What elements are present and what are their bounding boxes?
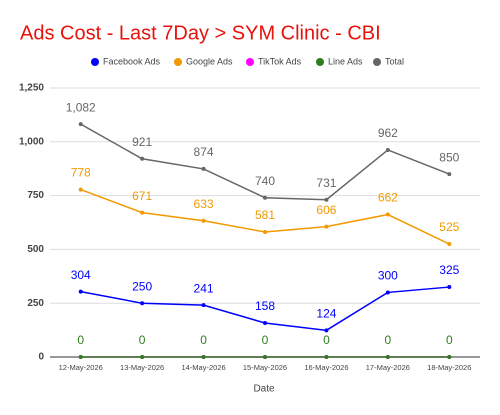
data-point: [324, 224, 329, 229]
data-label: 0: [262, 333, 269, 347]
y-tick-label: 0: [38, 352, 44, 363]
data-point: [447, 172, 452, 177]
data-point: [201, 166, 206, 171]
data-label: 250: [132, 279, 152, 293]
data-point: [201, 218, 206, 223]
data-label: 581: [255, 208, 275, 222]
data-label: 921: [132, 135, 152, 149]
data-label: 740: [255, 174, 275, 188]
data-label: 124: [316, 306, 336, 320]
data-point: [385, 290, 390, 295]
data-point: [201, 303, 206, 308]
data-label: 1,082: [66, 100, 96, 114]
legend-label: Total: [385, 56, 404, 66]
data-point: [263, 229, 267, 234]
legend-marker: [91, 58, 99, 66]
x-tick-label: 15-May-2026: [243, 363, 287, 372]
legend-marker: [316, 58, 324, 66]
x-axis-title: Date: [253, 384, 275, 395]
data-point: [78, 187, 83, 192]
legend-label: TikTok Ads: [258, 56, 302, 66]
data-label: 241: [194, 281, 214, 295]
data-label: 606: [316, 203, 336, 217]
data-label: 0: [385, 333, 392, 347]
data-point: [324, 197, 329, 202]
data-label: 731: [316, 176, 336, 190]
data-point: [263, 195, 267, 200]
data-label: 662: [378, 191, 398, 205]
data-label: 304: [71, 268, 91, 282]
y-tick-label: 1,250: [19, 83, 44, 94]
data-point: [140, 210, 145, 215]
data-point: [385, 355, 390, 359]
legend-label: Line Ads: [328, 56, 363, 66]
x-tick-label: 18-May-2026: [427, 363, 471, 372]
x-tick-label: 12-May-2026: [59, 363, 103, 372]
data-point: [447, 242, 452, 247]
data-label: 525: [439, 220, 459, 234]
data-label: 671: [132, 189, 152, 203]
legend-marker: [174, 58, 182, 66]
data-label: 874: [194, 145, 214, 159]
data-label: 0: [323, 333, 330, 347]
data-point: [140, 355, 145, 359]
y-tick-label: 500: [27, 244, 44, 255]
data-label: 850: [439, 150, 459, 164]
data-label: 0: [446, 333, 453, 347]
chart-title: Ads Cost - Last 7Day > SYM Clinic - CBI: [20, 22, 381, 44]
data-point: [78, 355, 83, 359]
data-point: [385, 147, 390, 152]
data-label: 778: [71, 166, 91, 180]
data-point: [447, 355, 452, 359]
data-label: 300: [378, 269, 398, 283]
data-point: [140, 156, 145, 161]
data-point: [78, 122, 83, 127]
data-label: 0: [139, 333, 146, 347]
x-tick-label: 17-May-2026: [366, 363, 410, 372]
data-point: [324, 328, 329, 333]
x-tick-label: 14-May-2026: [181, 363, 225, 372]
data-label: 325: [439, 263, 459, 277]
data-label: 0: [77, 333, 84, 347]
data-point: [263, 320, 267, 325]
legend-marker: [246, 58, 254, 66]
data-point: [324, 355, 329, 359]
x-tick-label: 13-May-2026: [120, 363, 164, 372]
data-label: 633: [194, 197, 214, 211]
data-point: [263, 355, 267, 359]
x-tick-label: 16-May-2026: [304, 363, 348, 372]
y-tick-label: 750: [27, 190, 44, 201]
y-tick-label: 250: [27, 298, 44, 309]
data-label: 0: [200, 333, 207, 347]
legend-label: Google Ads: [186, 56, 233, 66]
y-tick-label: 1,000: [19, 136, 44, 147]
legend-label: Facebook Ads: [103, 56, 161, 66]
legend-marker: [373, 58, 381, 66]
data-point: [385, 212, 390, 217]
data-point: [447, 285, 452, 290]
data-point: [140, 301, 145, 306]
data-label: 158: [255, 299, 275, 313]
data-label: 962: [378, 126, 398, 140]
data-point: [201, 355, 206, 359]
data-point: [78, 289, 83, 294]
